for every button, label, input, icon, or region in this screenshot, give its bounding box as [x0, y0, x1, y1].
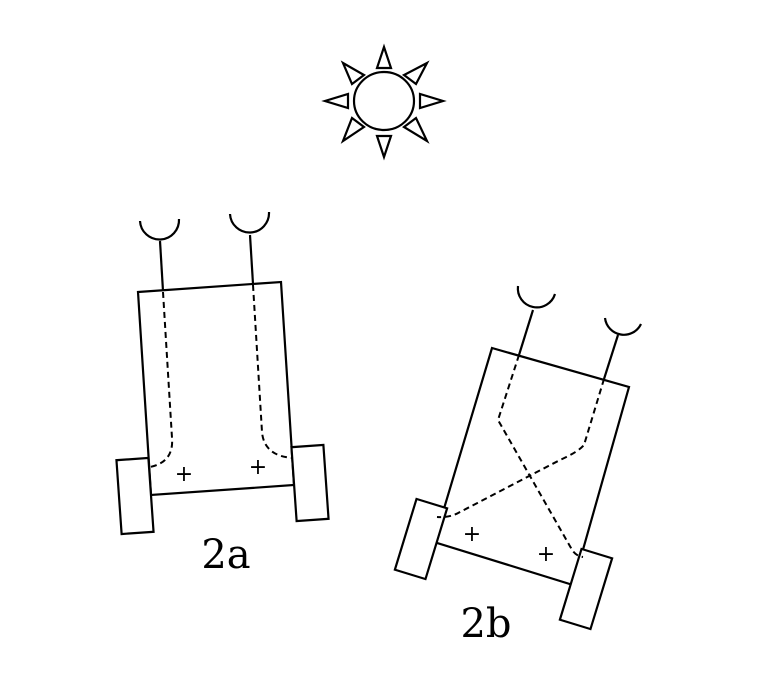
- sun-ray: [340, 116, 366, 144]
- right-polarity-sign: +: [249, 455, 267, 480]
- sensor-stalk: [248, 234, 255, 285]
- sun-ray: [340, 60, 366, 86]
- sensor-stalk: [158, 240, 165, 292]
- left-polarity-sign: +: [463, 522, 481, 547]
- light-sensor-icon: [603, 317, 642, 336]
- vehicle-label: 2a: [201, 532, 250, 578]
- left-polarity-sign: +: [175, 462, 193, 487]
- sensor-stalk: [602, 334, 620, 380]
- wheel-icon: [393, 497, 449, 581]
- wheel-icon: [115, 456, 155, 536]
- sensor-wire: [496, 354, 584, 558]
- sun-ray: [375, 134, 393, 161]
- sun-ray: [402, 116, 430, 144]
- sensor-wire: [149, 291, 174, 468]
- sun-disc: [352, 70, 416, 132]
- sensor-stalk: [517, 309, 535, 356]
- wheel-icon: [290, 443, 330, 523]
- vehicle-body: [432, 346, 631, 587]
- sensor-wire: [252, 284, 294, 459]
- sun-ray: [401, 60, 430, 86]
- light-sensor-icon: [138, 218, 181, 241]
- sun-ray: [418, 92, 447, 110]
- vehicle-2b: + + 2b: [393, 285, 642, 647]
- wheel-icon: [558, 547, 614, 631]
- light-sensor-icon: [228, 211, 271, 234]
- right-polarity-sign: +: [537, 542, 555, 567]
- sun-rays: [321, 43, 447, 161]
- vehicle-label: 2b: [460, 601, 511, 647]
- sensor-wire: [436, 378, 605, 519]
- sun-ray: [321, 92, 350, 110]
- sun-icon: [321, 43, 447, 161]
- light-sensor-icon: [516, 285, 557, 309]
- vehicle-2a: + + 2a: [115, 211, 330, 578]
- sun-ray: [375, 43, 393, 70]
